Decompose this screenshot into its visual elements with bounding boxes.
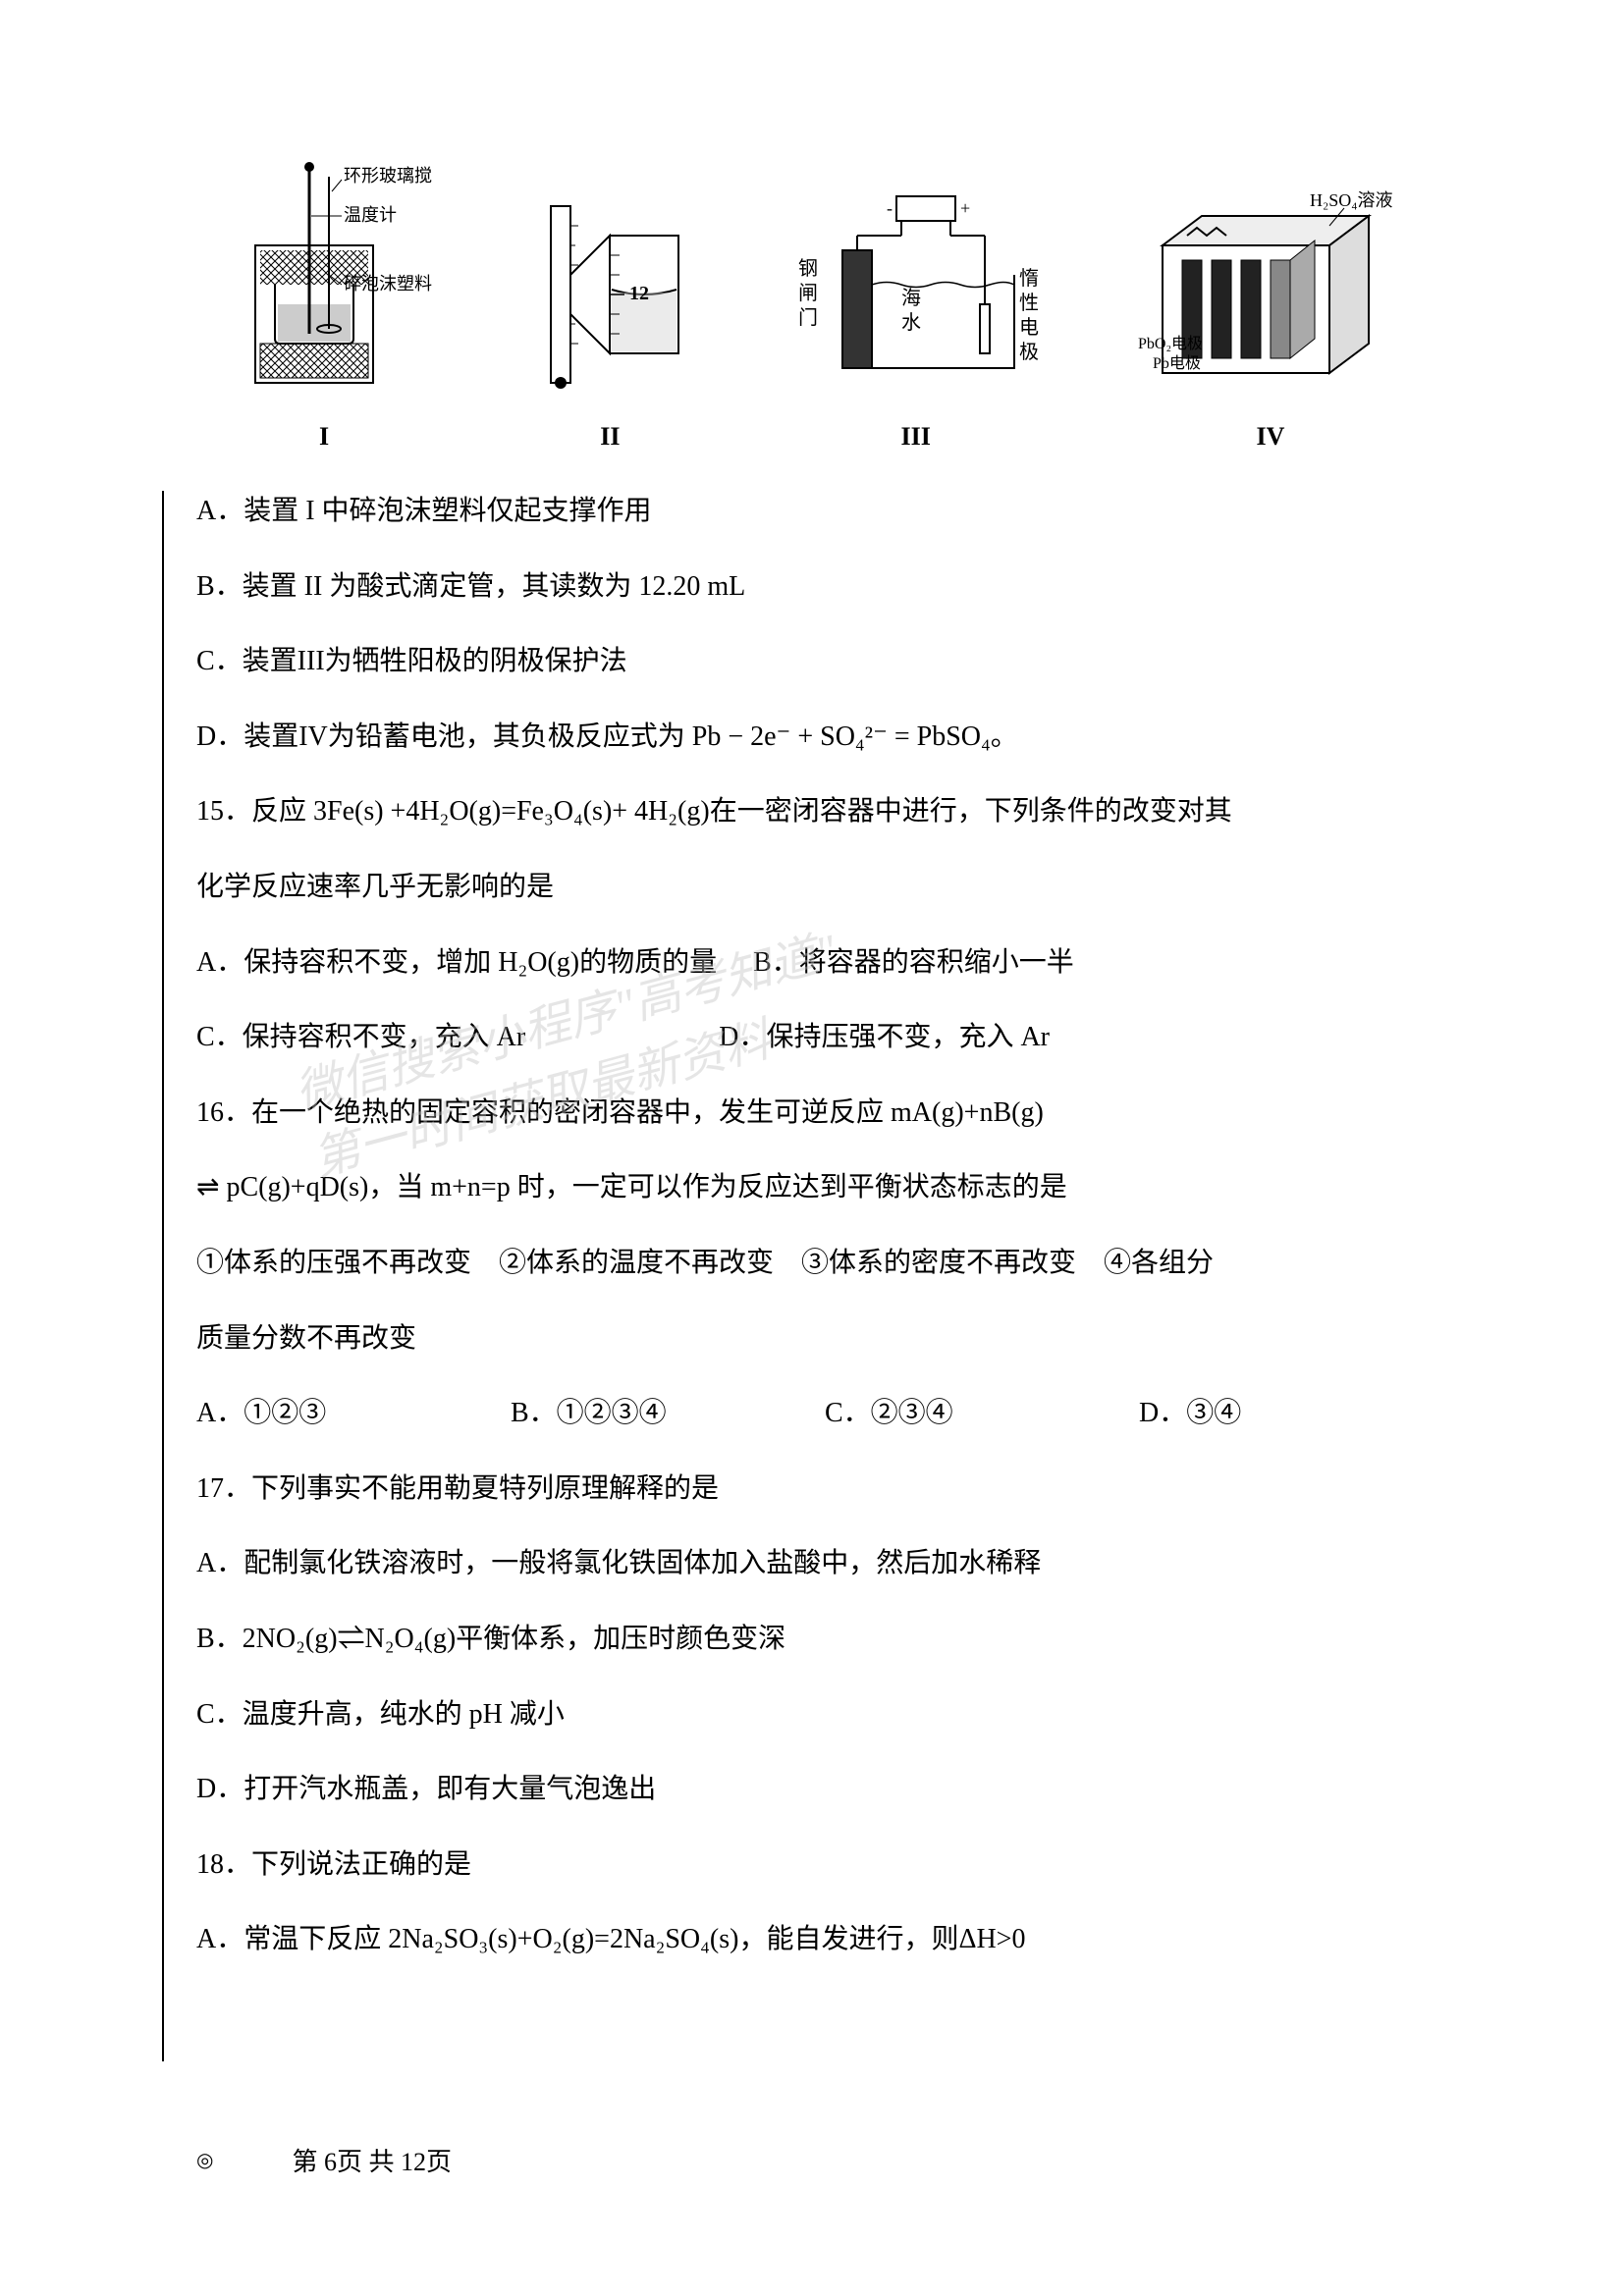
q17-option-c: C．温度升高，纯水的 pH 减小 (196, 1684, 1428, 1745)
inert-label4: 极 (1019, 341, 1039, 363)
q17-option-a: A．配制氯化铁溶液时，一般将氯化铁固体加入盐酸中，然后加水稀释 (196, 1533, 1428, 1594)
inert-label2: 性 (1019, 292, 1039, 314)
q16-option-c: C．②③④ (825, 1383, 1021, 1444)
q15-stem2: 化学反应速率几乎无影响的是 (196, 857, 1428, 918)
inert-label3: 电 (1019, 316, 1039, 339)
q15-option-d: D．保持压强不变，充入 Ar (719, 1022, 1050, 1052)
q16-options: A．①②③ B．①②③④ C．②③④ D．③④ (196, 1383, 1428, 1444)
diagram-4: H₂SO₄溶液 PbO₂电极 Pb电极 IV (1133, 187, 1408, 452)
footer-page: 第 6页 共 12页 (292, 2142, 452, 2178)
q14-option-d: D．装置IV为铅蓄电池，其负极反应式为 Pb − 2e⁻ + SO₄²⁻ = P… (196, 707, 1428, 768)
diagrams-row: 环形玻璃搅拌棒 温度计 碎泡沫塑料 I (196, 147, 1428, 452)
electrochem-icon: - + 钢 闸 门 海 (788, 187, 1044, 402)
minus-label: - (887, 198, 893, 218)
diagram-4-label: IV (1257, 422, 1285, 452)
foam-label: 碎泡沫塑料 (344, 274, 432, 294)
footer: ◎ 第 6页 共 12页 (196, 2142, 452, 2178)
steel-label1: 钢 (798, 257, 818, 280)
solution-label: H₂SO₄溶液 (1310, 190, 1393, 210)
q18-stem: 18．下列说法正确的是 (196, 1835, 1428, 1896)
diagram-1: 环形玻璃搅拌棒 温度计 碎泡沫塑料 I (216, 147, 432, 452)
diagram-3-label: III (900, 422, 930, 452)
footer-circle-icon: ◎ (196, 2148, 213, 2172)
q15-option-b: B．将容器的容积缩小一半 (753, 947, 1074, 978)
plus-label: + (960, 198, 970, 218)
burette-reading: 12 (629, 283, 649, 304)
q15-cd-row: C．保持容积不变，充入 Ar D．保持压强不变，充入 Ar (196, 1007, 1428, 1068)
q18-option-a: A．常温下反应 2Na₂SO₃(s)+O₂(g)=2Na₂SO₄(s)，能自发进… (196, 1909, 1428, 1970)
q17-stem: 17．下列事实不能用勒夏特列原理解释的是 (196, 1459, 1428, 1520)
q16-conditions: ①体系的压强不再改变 ②体系的温度不再改变 ③体系的密度不再改变 ④各组分 (196, 1233, 1428, 1294)
sea-label2: 水 (901, 311, 921, 334)
q16-conditions2: 质量分数不再改变 (196, 1308, 1428, 1369)
inert-label1: 惰 (1019, 267, 1039, 290)
diagram-1-label: I (319, 422, 329, 452)
q14-option-c: C．装置III为牺牲阳极的阴极保护法 (196, 631, 1428, 692)
steel-label2: 闸 (798, 282, 818, 304)
pbo2-label: PbO₂电极 (1138, 335, 1203, 352)
diagram-2: 12 II (521, 187, 698, 452)
calorimeter-icon: 环形玻璃搅拌棒 温度计 碎泡沫塑料 (216, 147, 432, 402)
q15-option-c: C．保持容积不变，充入 Ar (196, 1022, 525, 1052)
diagram-3: - + 钢 闸 门 海 (788, 187, 1044, 452)
burette-icon: 12 (521, 187, 698, 402)
pb-label: Pb电极 (1153, 354, 1201, 372)
thermo-label: 温度计 (344, 205, 397, 225)
sea-label1: 海 (901, 287, 921, 309)
steel-label3: 门 (798, 306, 818, 329)
q15-option-a: A．保持容积不变，增加 H₂O(g)的物质的量 (196, 947, 717, 978)
page-content: 环形玻璃搅拌棒 温度计 碎泡沫塑料 I (196, 147, 1428, 1970)
q16-option-d: D．③④ (1139, 1383, 1335, 1444)
rod-label: 环形玻璃搅拌棒 (344, 166, 432, 186)
q17-option-b: B．2NO₂(g)⇌N₂O₄(g)平衡体系，加压时颜色变深 (196, 1609, 1428, 1670)
q16-stem1: 16．在一个绝热的固定容积的密闭容器中，发生可逆反应 mA(g)+nB(g) (196, 1083, 1428, 1144)
q14-option-a: A．装置 I 中碎泡沫塑料仅起支撑作用 (196, 481, 1428, 542)
q16-option-b: B．①②③④ (511, 1383, 707, 1444)
battery-icon: H₂SO₄溶液 PbO₂电极 Pb电极 (1133, 187, 1408, 402)
q16-option-a: A．①②③ (196, 1383, 393, 1444)
q15-ab-row: A．保持容积不变，增加 H₂O(g)的物质的量 B．将容器的容积缩小一半 (196, 933, 1428, 993)
q16-stem2: ⇌ pC(g)+qD(s)，当 m+n=p 时，一定可以作为反应达到平衡状态标志… (196, 1157, 1428, 1218)
q14-option-b: B．装置 II 为酸式滴定管，其读数为 12.20 mL (196, 557, 1428, 617)
page-separator (162, 491, 164, 2061)
diagram-2-label: II (600, 422, 620, 452)
q15-stem: 15．反应 3Fe(s) +4H₂O(g)=Fe₃O₄(s)+ 4H₂(g)在一… (196, 781, 1428, 842)
q17-option-d: D．打开汽水瓶盖，即有大量气泡逸出 (196, 1759, 1428, 1820)
